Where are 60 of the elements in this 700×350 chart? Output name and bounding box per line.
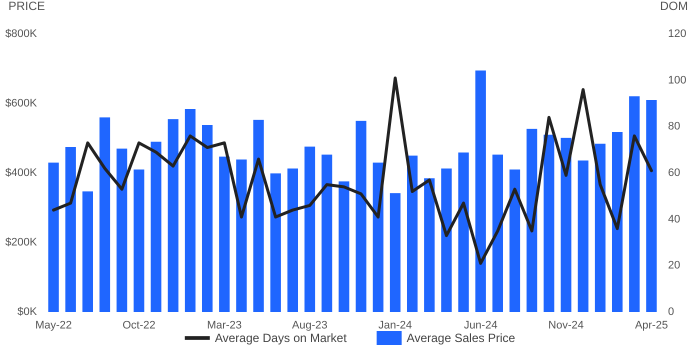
x-tick-label: Oct-22	[122, 320, 156, 332]
x-tick-label: May-22	[35, 320, 72, 332]
x-tick-label: Mar-23	[206, 320, 242, 332]
bar	[82, 191, 94, 312]
bar	[356, 120, 366, 312]
y-axis-title: PRICE	[8, 0, 45, 13]
bar	[475, 70, 486, 312]
x-tick-label: Aug-23	[292, 320, 328, 332]
bar	[509, 170, 520, 312]
bar	[253, 120, 264, 312]
y2-tick-label: 20	[668, 260, 680, 272]
bar	[458, 152, 469, 312]
bar	[322, 154, 332, 312]
bar	[424, 178, 435, 312]
bar	[492, 154, 504, 312]
bar	[629, 96, 640, 312]
bar	[406, 156, 418, 312]
x-tick-label: Jun-24	[464, 320, 498, 332]
bar	[560, 138, 572, 312]
y-tick-label: $800K	[5, 28, 38, 40]
y2-tick-label: 40	[668, 213, 680, 226]
y-tick-label: $600K	[5, 98, 38, 110]
x-tick-label: Apr-25	[634, 320, 668, 332]
bar	[287, 168, 298, 312]
bar	[441, 168, 452, 312]
y-tick-label: $0K	[17, 306, 38, 318]
bar	[390, 193, 401, 312]
bar	[304, 146, 316, 312]
bar	[134, 170, 144, 312]
x-tick-label: Nov-24	[548, 320, 584, 332]
y-tick-label: $400K	[5, 167, 38, 179]
y2-tick-label: 0	[668, 306, 674, 318]
line-series	[52, 76, 653, 265]
y-tick-label: $200K	[5, 236, 38, 248]
bar	[65, 146, 76, 312]
bar	[116, 148, 128, 312]
legend-label: Average Sales Price	[406, 331, 516, 345]
bar	[526, 128, 538, 312]
bar	[99, 117, 110, 312]
bar	[578, 160, 588, 312]
y2-tick-label: 80	[668, 120, 680, 133]
x-tick-label: Jan-24	[378, 320, 412, 332]
bar	[150, 142, 162, 312]
y2-axis-title: DOM	[660, 0, 688, 13]
bar	[594, 144, 606, 312]
bar	[338, 181, 350, 312]
y2-tick-label: 100	[668, 74, 686, 86]
bar	[219, 156, 230, 312]
bar	[48, 162, 59, 312]
bar	[646, 100, 657, 312]
bar	[168, 119, 178, 312]
bar	[184, 109, 196, 312]
y2-tick-label: 120	[668, 28, 686, 40]
bar	[236, 159, 247, 312]
bar	[544, 134, 554, 312]
y2-tick-label: 60	[668, 167, 680, 179]
bar	[202, 125, 213, 312]
bar	[270, 173, 281, 312]
legend-label: Average Days on Market	[214, 331, 348, 345]
bar	[612, 132, 623, 312]
